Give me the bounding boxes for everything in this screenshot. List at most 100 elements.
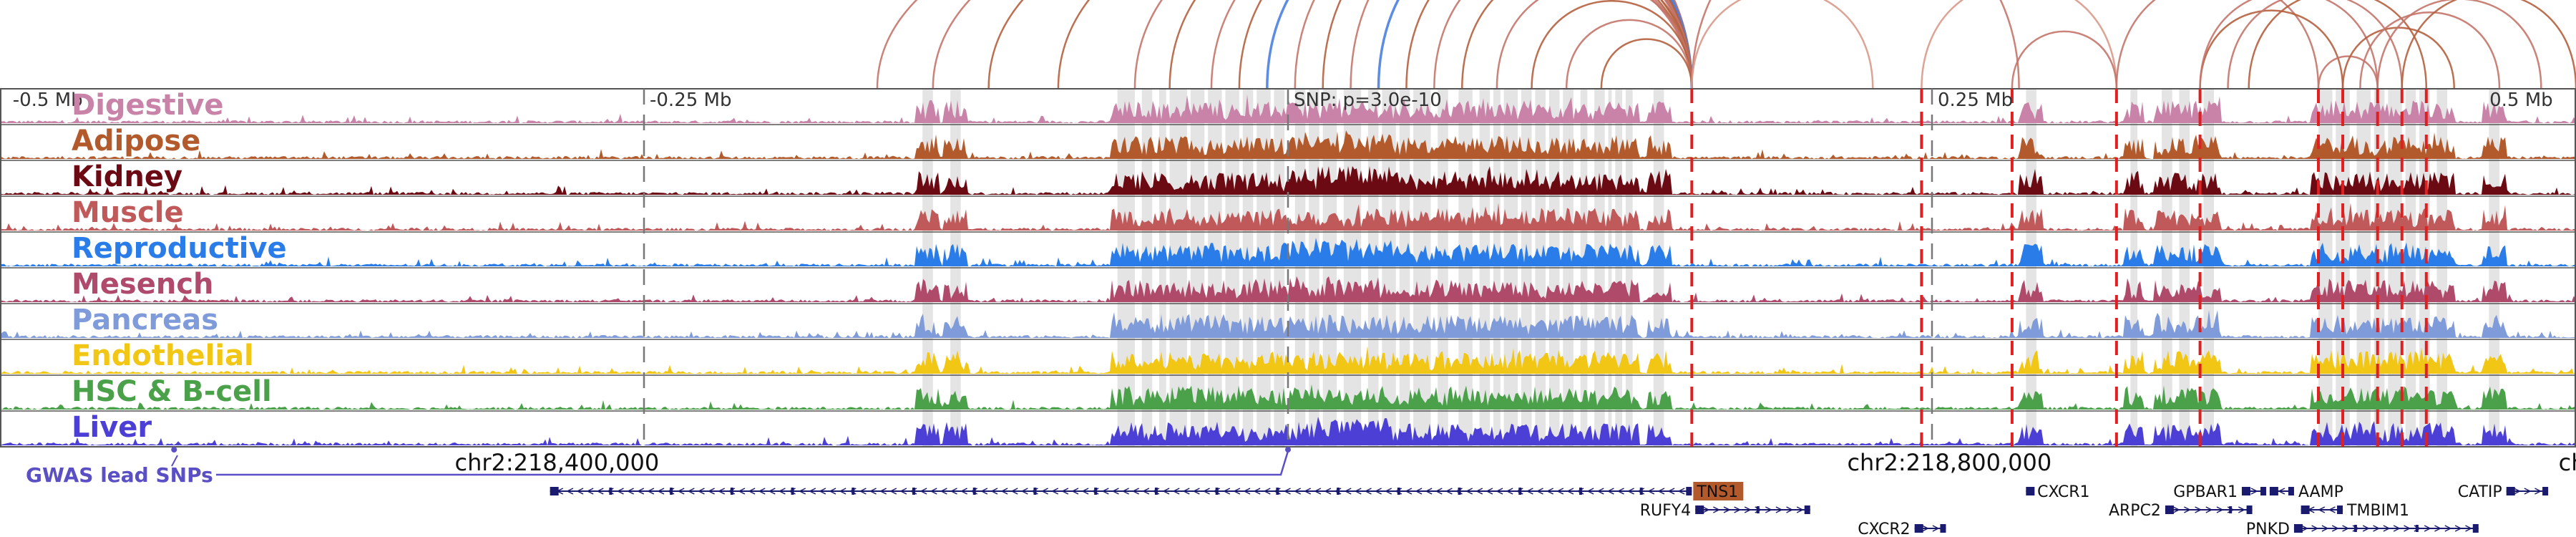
loop-arc bbox=[2199, 9, 2344, 90]
track-grid bbox=[0, 88, 2576, 448]
gene-highlight bbox=[1693, 482, 1744, 500]
gene-strand bbox=[718, 488, 726, 495]
gene-exon bbox=[1215, 488, 1219, 495]
gene-exon bbox=[550, 487, 559, 495]
gene-strand bbox=[899, 488, 907, 495]
gene-label: RUFY4 bbox=[1640, 502, 1691, 520]
gene-strand bbox=[687, 488, 695, 495]
gene-exon bbox=[2353, 525, 2357, 532]
gene-exon bbox=[1914, 524, 1923, 533]
gene-exon bbox=[1397, 488, 1400, 495]
gene-strand bbox=[2278, 488, 2285, 495]
gene-strand bbox=[1051, 488, 1059, 495]
gene-strand bbox=[859, 488, 867, 495]
gene-strand bbox=[1405, 488, 1413, 495]
gene-strand bbox=[1192, 488, 1200, 495]
gene-strand bbox=[1283, 488, 1291, 495]
gene-strand bbox=[1702, 506, 1710, 513]
loop-arc bbox=[2199, 0, 2379, 90]
gene-strand bbox=[1425, 488, 1433, 495]
gene-strand bbox=[1921, 525, 1929, 532]
gene-strand bbox=[2534, 488, 2542, 495]
gene-strand bbox=[1293, 488, 1301, 495]
gene-strand bbox=[1071, 488, 1079, 495]
gene-strand bbox=[1496, 488, 1503, 495]
loop-arc bbox=[1433, 0, 1693, 90]
gene-strand bbox=[2172, 506, 2180, 513]
gene-strand bbox=[960, 488, 967, 495]
gene-strand bbox=[2238, 506, 2246, 513]
gene-exon bbox=[972, 488, 976, 495]
gene-strand bbox=[2307, 506, 2315, 513]
gene-strand bbox=[869, 488, 877, 495]
track-label: HSC & B-cell bbox=[72, 375, 272, 408]
gene-strand bbox=[1131, 488, 1140, 495]
track-label: Liver bbox=[72, 411, 152, 444]
loop-arc bbox=[1600, 38, 1693, 90]
gwas-link bbox=[171, 455, 178, 467]
gene-label: CXCR1 bbox=[2037, 483, 2089, 501]
gene-strand bbox=[1445, 488, 1453, 495]
gene-strand bbox=[1243, 488, 1251, 495]
gene-strand bbox=[950, 488, 957, 495]
gene-strand bbox=[1344, 488, 1352, 495]
gene-exon bbox=[1518, 488, 1522, 495]
gene-strand bbox=[2393, 525, 2401, 532]
gene-exon bbox=[2472, 524, 2479, 533]
gene-label: ARPC2 bbox=[2109, 502, 2161, 520]
gene-strand bbox=[2342, 525, 2350, 532]
gene-strand bbox=[1374, 488, 1382, 495]
gene-strand bbox=[1415, 488, 1423, 495]
gene-strand bbox=[657, 488, 665, 495]
gene-strand bbox=[556, 488, 564, 495]
gene-strand bbox=[1536, 488, 1543, 495]
loop-arc bbox=[2011, 30, 2118, 90]
gene-strand bbox=[1101, 488, 1109, 495]
gene-strand bbox=[1121, 488, 1129, 495]
loop-arc bbox=[1921, 0, 2118, 90]
loop-arc bbox=[1169, 0, 1693, 90]
gene-strand bbox=[2434, 525, 2442, 532]
gene-strand bbox=[1354, 488, 1362, 495]
track-label: Reproductive bbox=[72, 232, 287, 265]
gene-strand bbox=[758, 488, 766, 495]
gene-label: TNS1 bbox=[1696, 483, 1738, 501]
loop-arc bbox=[1266, 0, 1694, 90]
gene-strand bbox=[1172, 488, 1180, 495]
loop-arc bbox=[987, 0, 1693, 90]
gene-strand bbox=[2383, 525, 2391, 532]
gene-exon bbox=[2542, 487, 2549, 495]
gene-strand bbox=[1556, 488, 1564, 495]
ruler-label: 0.25 Mb bbox=[1938, 90, 2013, 111]
gene-strand bbox=[748, 488, 756, 495]
gene-strand bbox=[1182, 488, 1190, 495]
gene-strand bbox=[1111, 488, 1119, 495]
loop-arc bbox=[2317, 55, 2379, 90]
gene-strand bbox=[2444, 525, 2452, 532]
loop-arcs bbox=[876, 0, 2576, 90]
gene-strand bbox=[2373, 525, 2381, 532]
loop-arc bbox=[1496, 0, 1693, 90]
gene-exon bbox=[2301, 505, 2310, 514]
gene-exon bbox=[1639, 488, 1643, 495]
gene-strand bbox=[2454, 525, 2462, 532]
gene-strand bbox=[1796, 506, 1804, 513]
gene-strand bbox=[1081, 488, 1089, 495]
gene-exon bbox=[1458, 488, 1461, 495]
gene-strand bbox=[768, 488, 776, 495]
gene-exon bbox=[1756, 506, 1760, 513]
gene-strand bbox=[809, 488, 816, 495]
gene-strand bbox=[2328, 506, 2336, 513]
gene-strand bbox=[1667, 488, 1675, 495]
gene-strand bbox=[1713, 506, 1721, 513]
gene-strand bbox=[1314, 488, 1322, 495]
ruler-label: SNP: p=3.0e-10 bbox=[1294, 90, 1442, 111]
gene-exon bbox=[2293, 524, 2303, 533]
gene-strand bbox=[738, 488, 746, 495]
gene-strand bbox=[2250, 488, 2258, 495]
gene-strand bbox=[677, 488, 685, 495]
gene-strand bbox=[1475, 488, 1483, 495]
gwas-link bbox=[216, 450, 1289, 476]
gene-strand bbox=[1223, 488, 1231, 495]
